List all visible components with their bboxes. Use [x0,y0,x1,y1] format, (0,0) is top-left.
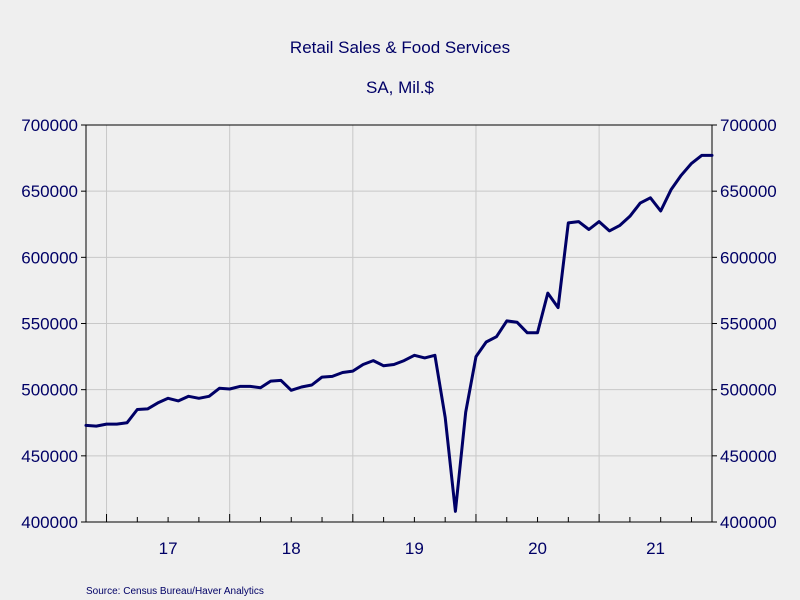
x-year-label: 19 [405,539,424,558]
y-tick-label-left: 400000 [21,513,78,532]
y-tick-label-right: 650000 [720,182,777,201]
y-tick-label-left: 600000 [21,248,78,267]
series-layer [84,153,714,513]
source-note: Source: Census Bureau/Haver Analytics [86,586,264,597]
chart-title: Retail Sales & Food Services [289,38,511,57]
y-tick-label-right: 500000 [720,381,777,400]
chart-subtitle: SA, Mil.$ [365,78,435,97]
y-tick-label-right: 600000 [720,248,777,267]
tick-labels: 400000 400000 450000 450000 500000 500000 5500… [21,116,776,558]
y-tick-label-left: 450000 [21,447,78,466]
x-year-label: 21 [646,539,665,558]
y-tick-label-left: 500000 [21,381,78,400]
series-line-retail-sales [84,153,714,513]
y-tick-label-left: 700000 [21,116,78,135]
x-year-label: 17 [159,539,178,558]
x-year-label: 20 [528,539,547,558]
y-tick-label-left: 550000 [21,315,78,334]
x-year-label: 18 [282,539,301,558]
y-tick-label-right: 550000 [720,315,777,334]
tick-marks [81,124,717,523]
y-tick-label-right: 450000 [720,447,777,466]
y-tick-label-left: 650000 [21,182,78,201]
grid-lines [86,125,712,522]
y-tick-label-right: 700000 [720,116,777,135]
y-tick-label-right: 400000 [720,513,777,532]
